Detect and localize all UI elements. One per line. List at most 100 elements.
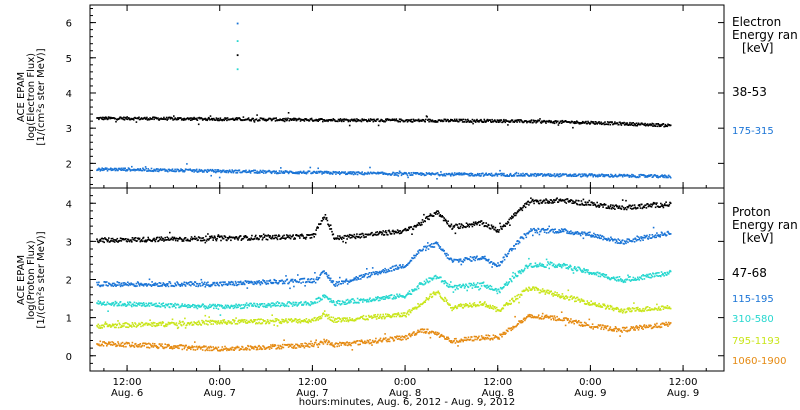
data-point [445, 255, 447, 257]
data-point [476, 282, 479, 284]
data-point [333, 319, 336, 321]
data-point [437, 243, 440, 246]
data-point [127, 301, 129, 304]
data-point [350, 234, 352, 236]
data-point [350, 173, 353, 175]
data-point [530, 120, 532, 122]
data-point [405, 172, 407, 174]
data-point [551, 202, 553, 204]
data-point [329, 173, 331, 175]
data-point [574, 231, 577, 233]
data-point [101, 167, 103, 169]
data-point [230, 239, 232, 242]
data-point [295, 171, 297, 174]
data-point [620, 242, 623, 244]
data-point [629, 207, 632, 210]
data-point [123, 116, 125, 119]
data-point [538, 233, 541, 236]
data-point [655, 203, 657, 206]
data-point [157, 324, 160, 326]
data-point [112, 240, 115, 243]
data-point [591, 121, 594, 123]
data-point [354, 237, 357, 240]
data-point [625, 240, 628, 242]
data-point [545, 258, 548, 261]
data-point [190, 119, 192, 121]
electron-ytick-label: 4 [66, 89, 72, 100]
data-point [99, 300, 102, 303]
data-point [356, 118, 358, 120]
data-point [515, 119, 518, 122]
data-point [315, 172, 317, 174]
data-point [494, 289, 496, 291]
data-point [669, 233, 672, 235]
data-point [587, 269, 589, 271]
data-point [388, 229, 390, 232]
data-point [187, 117, 189, 120]
data-point [494, 226, 497, 229]
data-point [593, 273, 596, 276]
data-point [118, 322, 121, 325]
data-point [262, 237, 264, 239]
data-point [569, 232, 571, 235]
data-point [397, 175, 400, 177]
data-point [225, 171, 228, 174]
data-point [207, 118, 209, 120]
data-point [192, 169, 195, 171]
data-point [388, 270, 391, 272]
data-point [602, 275, 605, 278]
data-point [226, 119, 228, 122]
data-point [646, 124, 648, 126]
data-point [408, 293, 410, 295]
spike-point [236, 22, 239, 25]
data-point [271, 236, 273, 239]
data-point [664, 232, 666, 235]
data-point [310, 117, 313, 120]
data-point [612, 277, 614, 280]
data-point [586, 232, 589, 235]
data-point [411, 233, 413, 235]
data-point [262, 233, 265, 236]
data-point [430, 246, 432, 248]
data-point [217, 119, 219, 122]
data-point [444, 218, 447, 221]
data-point [207, 307, 209, 310]
data-point [482, 175, 485, 177]
data-point [257, 322, 259, 325]
data-point [398, 293, 401, 296]
data-point [381, 233, 383, 236]
data-point [371, 172, 374, 175]
data-point [104, 321, 107, 323]
data-point [630, 176, 633, 178]
data-point [540, 122, 543, 124]
data-point [280, 167, 282, 169]
data-point [229, 283, 231, 286]
data-point [106, 281, 108, 283]
data-point [120, 240, 123, 242]
data-point [539, 230, 542, 233]
data-point [155, 323, 158, 325]
data-point [293, 117, 295, 120]
data-point [255, 172, 258, 174]
data-point [335, 281, 338, 283]
data-point [337, 120, 339, 123]
data-point [137, 281, 140, 284]
data-point [378, 272, 380, 274]
data-point [132, 323, 134, 326]
data-point [278, 170, 281, 172]
data-point [515, 120, 517, 122]
data-point [217, 234, 220, 236]
data-point [499, 222, 501, 225]
data-point [593, 202, 595, 204]
data-point [611, 238, 613, 240]
data-point [302, 235, 304, 237]
data-point [521, 209, 524, 212]
data-point [352, 235, 355, 238]
data-point [254, 319, 256, 321]
data-point [520, 272, 522, 275]
data-point [163, 168, 166, 170]
data-point [374, 314, 377, 316]
data-point [254, 169, 256, 172]
data-point [121, 325, 124, 328]
data-point [316, 227, 318, 229]
